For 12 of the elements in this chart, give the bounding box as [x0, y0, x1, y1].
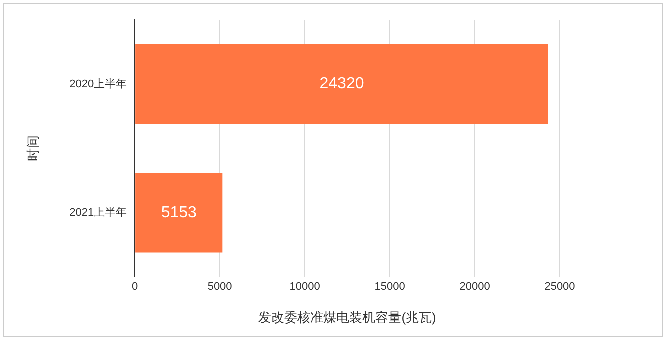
x-tick-label: 20000: [460, 280, 490, 293]
y-tick-label: 2020上半年: [70, 77, 128, 90]
y-tick-label: 2021上半年: [70, 206, 128, 219]
x-tick-label: 10000: [290, 280, 320, 293]
x-tick-label: 15000: [374, 280, 406, 293]
x-tick-label: 25000: [544, 280, 576, 293]
data-label: 5153: [161, 204, 198, 222]
data-label: 24320: [320, 76, 364, 93]
x-tick-label: 0: [132, 280, 138, 293]
x-axis-title: 发改委核准煤电装机容量(兆瓦): [258, 310, 436, 325]
x-tick-label: 5000: [208, 280, 232, 293]
y-axis-title: 时间: [25, 136, 40, 162]
